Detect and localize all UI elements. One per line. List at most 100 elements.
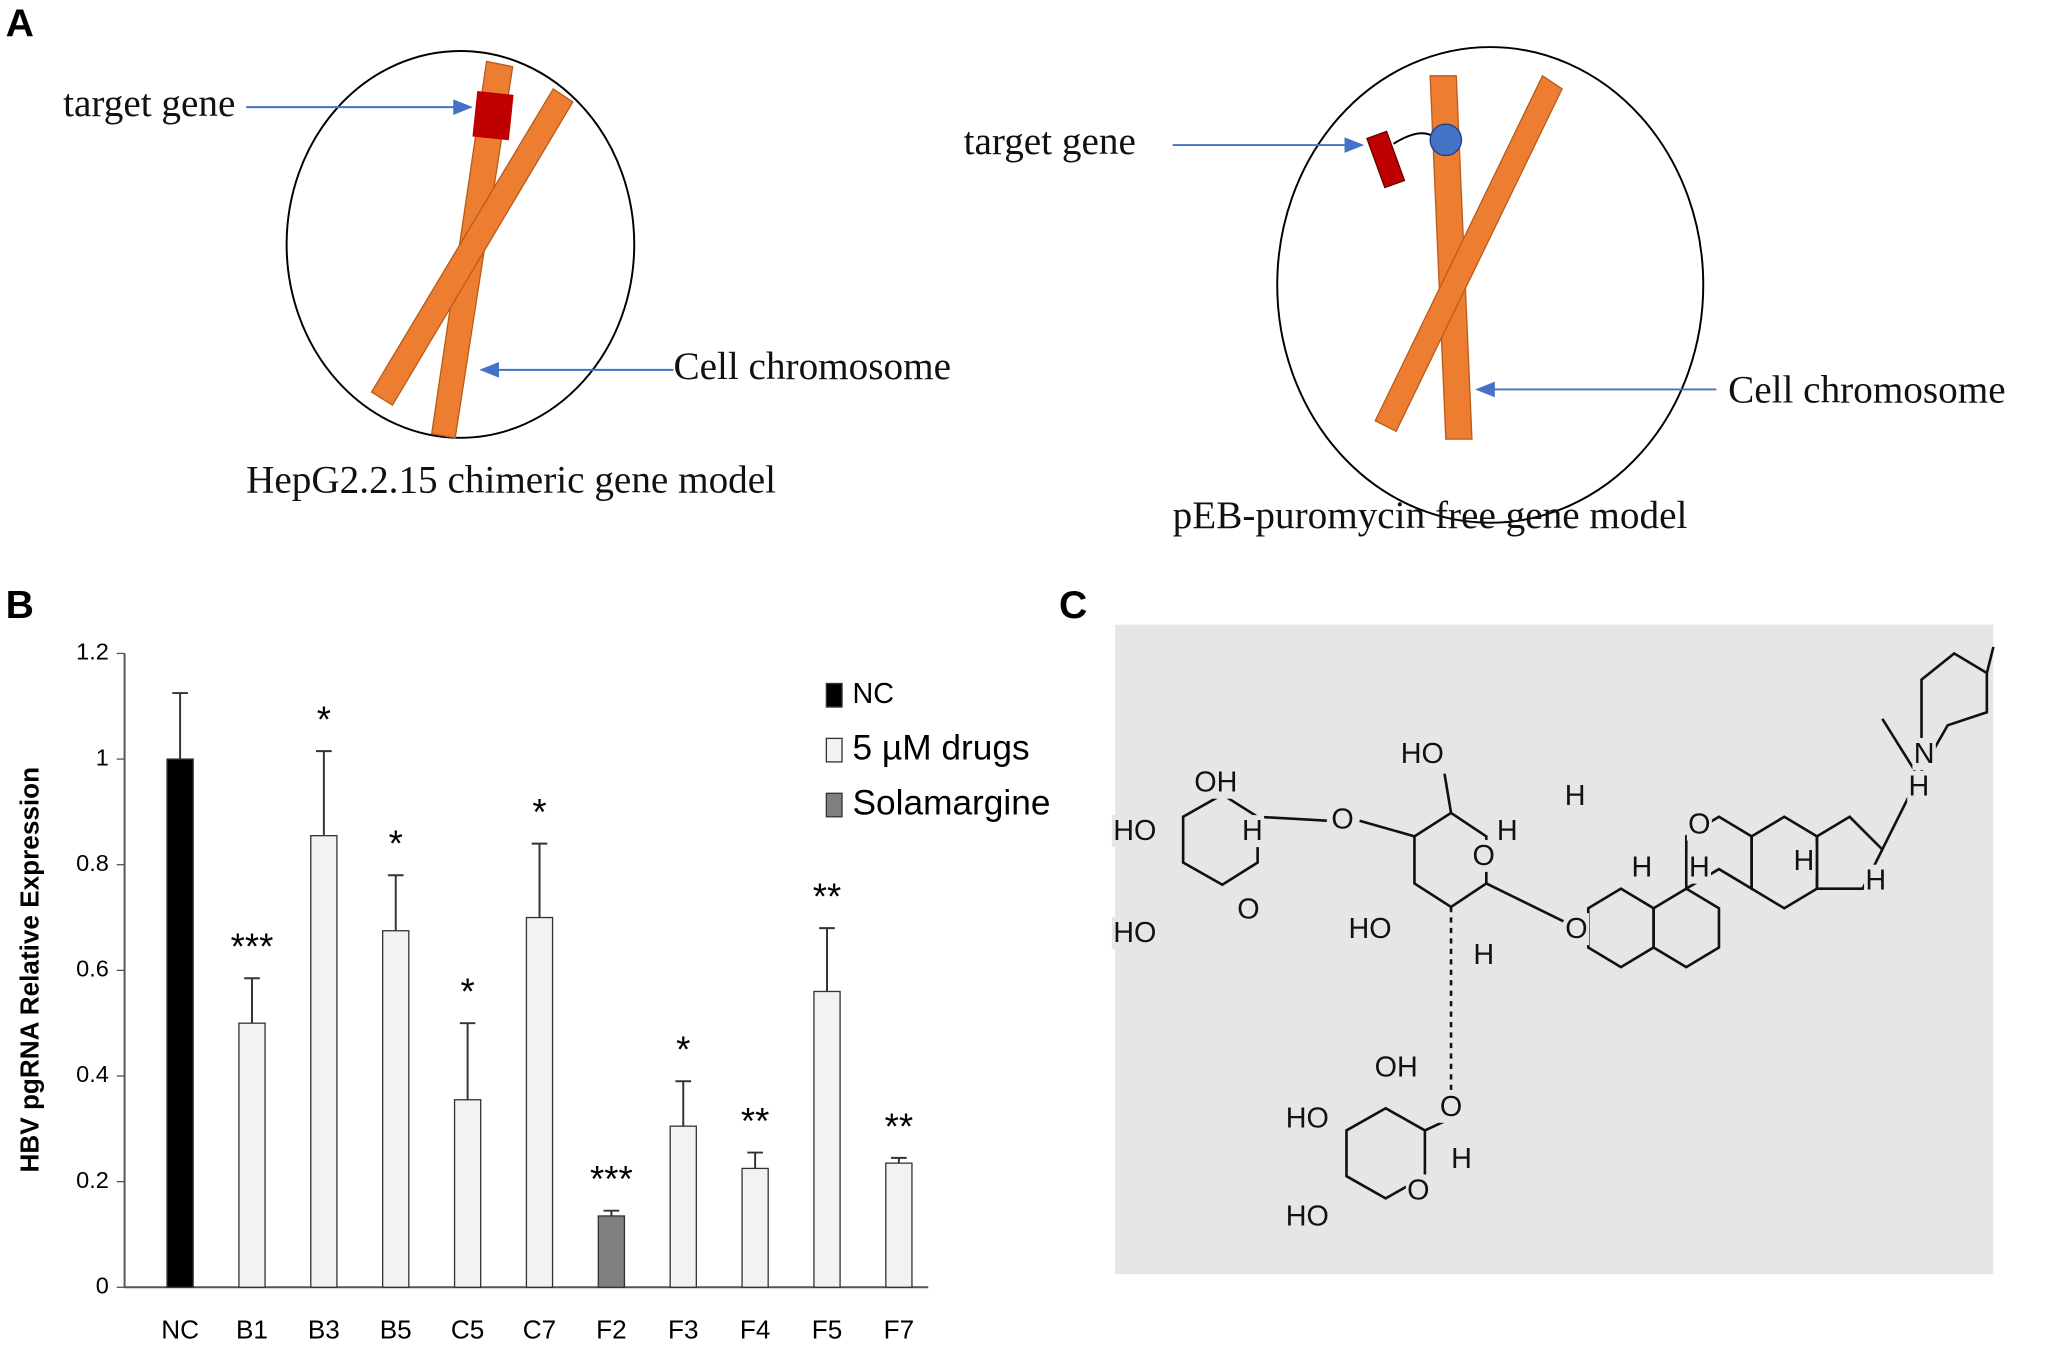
error-bar — [316, 750, 332, 836]
legend-swatch — [825, 682, 843, 708]
atom-label: H — [1565, 780, 1586, 812]
atom-backdrop — [1111, 815, 1158, 848]
atom-label: H — [1865, 865, 1886, 897]
error-bar — [819, 927, 835, 992]
x-tick-label: F3 — [668, 1315, 698, 1345]
atom-backdrop — [1405, 1174, 1431, 1207]
error-bar — [891, 1156, 907, 1164]
cell — [285, 49, 636, 439]
x-tick-label: NC — [161, 1315, 199, 1345]
atom-backdrop — [1864, 864, 1888, 897]
error-bar — [675, 1080, 692, 1127]
y-tick-label: 0 — [96, 1272, 109, 1298]
y-tick-label: 1 — [96, 744, 109, 770]
bar — [885, 1162, 913, 1288]
atom-label: H — [1497, 815, 1518, 847]
atom-backdrop — [1284, 1102, 1331, 1135]
legend-swatch — [825, 792, 843, 818]
bar — [741, 1167, 769, 1288]
cell — [1276, 46, 1705, 524]
caption: HepG2.2.15 chimeric gene model — [246, 459, 776, 502]
atom-label: HO — [1401, 738, 1444, 770]
atom-label: N — [1914, 738, 1935, 770]
legend-label: NC — [852, 678, 894, 710]
bar — [813, 990, 841, 1288]
atom-label: OH — [1375, 1052, 1418, 1084]
atom-label: O — [1688, 809, 1710, 841]
atom-label: O — [1407, 1174, 1429, 1206]
error-bar — [531, 842, 548, 918]
significance-label: *** — [590, 1159, 633, 1200]
plasmid — [1429, 123, 1463, 157]
atom-label: H — [1909, 771, 1930, 803]
target-gene — [1366, 130, 1406, 189]
atom-backdrop — [1347, 913, 1393, 946]
bar — [525, 916, 554, 1288]
atom-backdrop — [1111, 917, 1158, 950]
significance-label: * — [532, 792, 546, 833]
atom-backdrop — [1912, 737, 1936, 770]
x-tick-label: B1 — [236, 1315, 268, 1345]
atom-label: HO — [1286, 1103, 1329, 1135]
bar — [166, 758, 194, 1288]
atom-label: HO — [1286, 1201, 1329, 1233]
annotation: Cell chromosome — [673, 345, 951, 388]
bar — [597, 1215, 626, 1288]
significance-label: ** — [813, 876, 841, 917]
annotation: Cell chromosome — [1728, 368, 2006, 411]
significance-label: *** — [231, 926, 274, 967]
atom-backdrop — [1564, 913, 1589, 946]
atom-label: HO — [1113, 917, 1156, 949]
x-tick-label: F7 — [884, 1315, 915, 1345]
x-tick-label: C7 — [523, 1315, 556, 1345]
atom-backdrop — [1630, 851, 1654, 884]
x-tick-label: F5 — [812, 1315, 843, 1345]
bar — [669, 1125, 697, 1288]
y-tick-label: 0.8 — [76, 850, 109, 876]
atom-label: HO — [1348, 913, 1391, 945]
x-tick-label: C5 — [451, 1315, 484, 1345]
atom-label: H — [1794, 845, 1815, 877]
atom-backdrop — [1687, 851, 1712, 884]
atom-backdrop — [1438, 1090, 1464, 1123]
atom-backdrop — [1192, 766, 1239, 799]
atom-backdrop — [1449, 1143, 1474, 1176]
bar — [453, 1099, 482, 1288]
bar — [238, 1022, 266, 1288]
bar-chart: 00.20.40.60.811.2NC B1***B3*B5*C5*C7*F2**… — [76, 639, 1050, 1345]
panel-label: C — [1059, 584, 1087, 627]
atom-label: HO — [1113, 815, 1156, 847]
atom-backdrop — [1284, 1200, 1331, 1233]
x-tick-label: F2 — [596, 1315, 626, 1345]
y-tick-label: 0.4 — [76, 1061, 109, 1087]
panel-label: A — [6, 2, 34, 45]
target-gene — [472, 90, 514, 141]
caption: pEB-puromycin free gene model — [1173, 494, 1688, 537]
error-bar — [244, 977, 260, 1024]
y-tick-label: 0.6 — [76, 956, 109, 982]
significance-label: * — [389, 823, 403, 864]
atom-backdrop — [1907, 770, 1931, 803]
bar — [382, 930, 410, 1288]
legend-label: Solamargine — [852, 783, 1050, 822]
x-tick-label: B3 — [308, 1315, 340, 1345]
atom-backdrop — [1686, 808, 1712, 841]
error-bar — [459, 1022, 476, 1100]
error-bar — [387, 874, 404, 931]
error-bar — [603, 1209, 620, 1216]
chromosome — [370, 87, 574, 407]
significance-label: ** — [885, 1106, 913, 1147]
y-axis-label: HBV pgRNA Relative Expression — [15, 767, 45, 1173]
significance-label: ** — [741, 1101, 769, 1142]
atom-label: H — [1689, 852, 1710, 884]
y-tick-label: 1.2 — [76, 639, 109, 665]
atom-backdrop — [1399, 737, 1446, 770]
atom-label: H — [1242, 815, 1263, 847]
atom-backdrop — [1373, 1051, 1420, 1084]
x-tick-label: F4 — [740, 1315, 771, 1345]
significance-label: * — [676, 1029, 690, 1070]
atom-backdrop — [1235, 893, 1261, 926]
